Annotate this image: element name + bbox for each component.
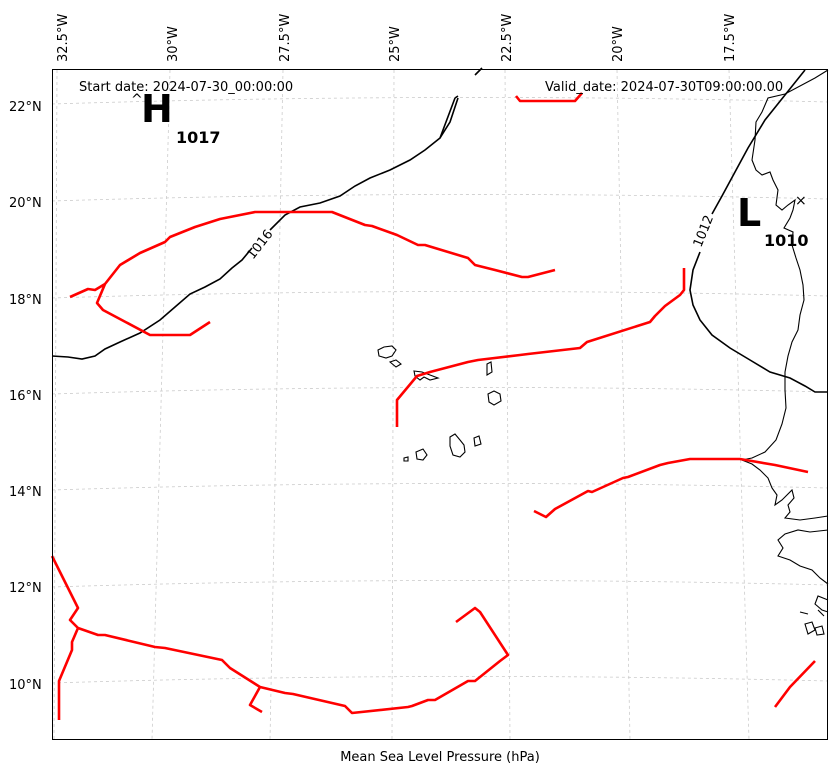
front-east	[533, 457, 809, 519]
isobar-label-1016: 1016	[244, 227, 276, 262]
plot-frame	[52, 69, 828, 740]
parallel-10n	[51, 676, 829, 684]
parallel-18n	[51, 291, 829, 299]
lon-tick-label: 17.5°W	[723, 14, 738, 62]
parallel-22n	[51, 97, 829, 105]
island-maio	[473, 435, 482, 447]
island-bissagos	[804, 621, 825, 636]
valid-date-label: Valid_date: 2024-07-30T09:00:00.00	[545, 80, 783, 95]
isobars	[51, 67, 828, 393]
high-letter: H	[141, 87, 173, 131]
low-pressure-center: × L 1010	[737, 191, 809, 250]
start-date-label: Start date: 2024-07-30_00:00:00	[79, 80, 293, 95]
low-value: 1010	[764, 231, 809, 250]
front-northwest	[69, 210, 556, 337]
island-boa-vista	[487, 390, 502, 406]
center-marker-low: ×	[795, 193, 807, 209]
lat-tick-label: 12°N	[9, 581, 42, 596]
island-fogo	[415, 448, 428, 461]
meridian-32-5w	[53, 69, 58, 741]
lat-tick-label: 20°N	[9, 196, 42, 211]
lat-tick-label: 22°N	[9, 100, 42, 115]
meridian-30w	[151, 69, 171, 741]
high-value: 1017	[176, 128, 221, 147]
lat-tick-label: 18°N	[9, 293, 42, 308]
island-sao-vicente	[388, 359, 402, 368]
meridian-17-5w	[728, 69, 750, 741]
lon-tick-label: 22.5°W	[500, 14, 515, 62]
low-letter: L	[737, 191, 761, 235]
lat-tick-label: 16°N	[9, 389, 42, 404]
lat-tick-label: 14°N	[9, 485, 42, 500]
meridian-25w	[391, 69, 395, 741]
latitude-tick-labels: 22°N 20°N 18°N 16°N 14°N 12°N 10°N	[9, 100, 42, 693]
parallel-12n	[51, 580, 829, 588]
lon-tick-label: 32.5°W	[56, 14, 71, 62]
parallel-14n	[51, 483, 829, 491]
high-pressure-center: ^ H 1017	[131, 87, 221, 147]
lon-tick-label: 25°W	[388, 26, 403, 62]
front-south	[50, 555, 510, 720]
coastlines	[377, 69, 829, 636]
isobar-1016-upper	[439, 97, 459, 139]
front-southeast	[773, 660, 816, 708]
parallel-16n	[51, 387, 829, 395]
island-santo-antao	[377, 345, 397, 359]
isobar-label-1012: 1012	[691, 213, 717, 249]
island-santiago	[449, 433, 466, 458]
island-brava	[403, 456, 409, 462]
lon-tick-label: 27.5°W	[278, 14, 293, 62]
meridian-27-5w	[269, 69, 284, 741]
longitude-tick-labels: 32.5°W 30°W 27.5°W 25°W 22.5°W 20°W 17.5…	[56, 14, 738, 62]
parallel-20n	[51, 194, 829, 202]
lon-tick-label: 30°W	[166, 26, 181, 62]
meridian-22-5w	[504, 69, 511, 741]
lon-tick-label: 20°W	[611, 26, 626, 62]
fronts	[50, 92, 816, 720]
island-sal	[486, 361, 493, 376]
x-axis-label: Mean Sea Level Pressure (hPa)	[340, 750, 540, 765]
front-top	[514, 92, 583, 103]
meridian-20w	[616, 69, 631, 741]
graticule	[51, 69, 829, 741]
africa-coastline	[740, 69, 829, 617]
isobar-1012	[689, 69, 828, 393]
lat-tick-label: 10°N	[9, 678, 42, 693]
front-central	[395, 268, 686, 427]
center-marker-high: ^	[131, 92, 143, 108]
isobar-1016	[51, 67, 483, 360]
